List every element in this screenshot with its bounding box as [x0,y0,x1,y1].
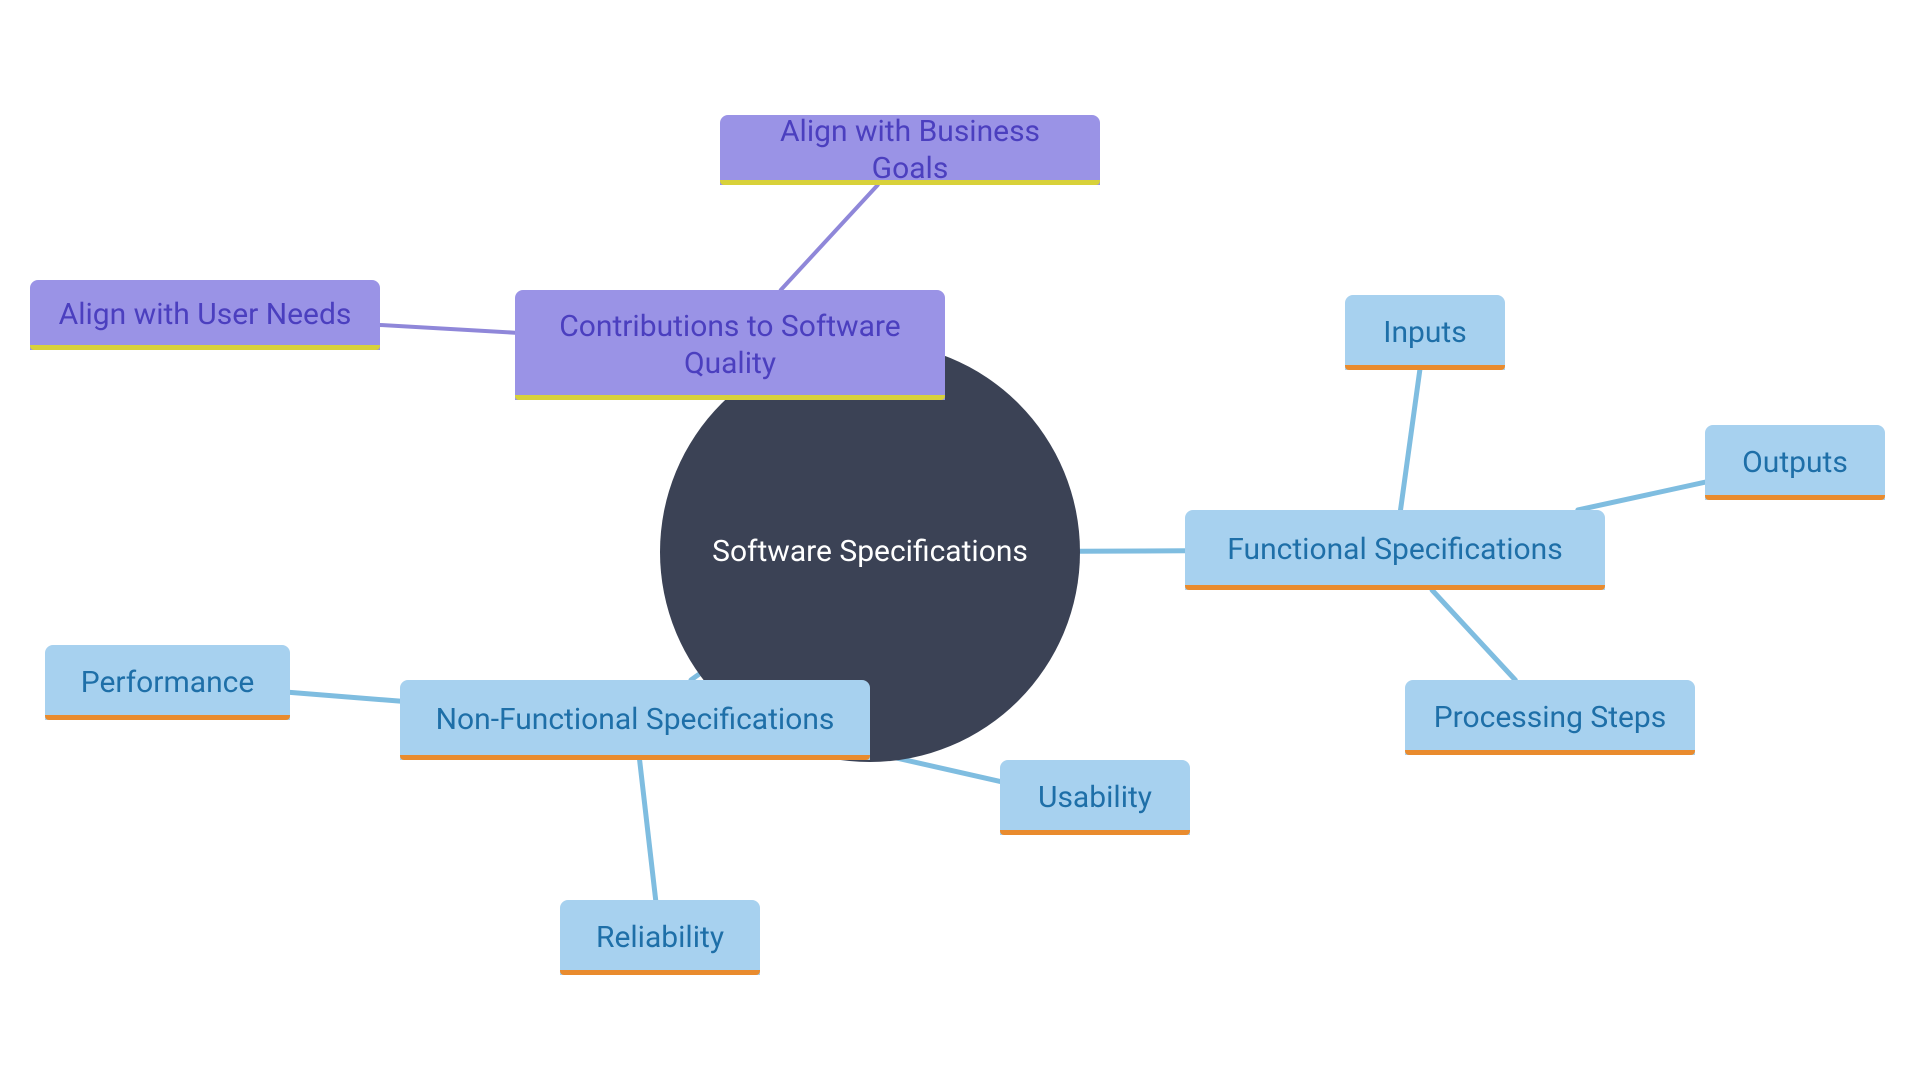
node-usab: Usability [1000,760,1190,835]
edge-func-inputs [1401,370,1420,510]
node-label-perf: Performance [81,664,255,702]
edge-nonfunc-reliab [640,760,656,900]
node-underline-contrib [515,395,945,400]
node-label-contrib: Contributions to Software Quality [559,308,900,383]
node-perf: Performance [45,645,290,720]
edge-func-outputs [1578,482,1705,510]
center-label: Software Specifications [712,533,1028,571]
node-underline-biz [720,180,1100,185]
node-proc: Processing Steps [1405,680,1695,755]
node-nonfunc: Non-Functional Specifications [400,680,870,760]
node-underline-func [1185,585,1605,590]
edge-contrib-biz [781,185,878,290]
node-label-usab: Usability [1038,779,1152,817]
node-inputs: Inputs [1345,295,1505,370]
node-label-func: Functional Specifications [1227,531,1562,569]
edge-func-proc [1432,590,1515,680]
node-label-user: Align with User Needs [59,296,352,334]
node-label-reliab: Reliability [596,919,724,957]
node-contrib: Contributions to Software Quality [515,290,945,400]
node-underline-nonfunc [400,755,870,760]
mindmap-canvas: Software Specifications Contributions to… [0,0,1920,1080]
node-label-biz: Align with Business Goals [738,113,1082,188]
node-label-outputs: Outputs [1742,444,1848,482]
node-func: Functional Specifications [1185,510,1605,590]
node-label-nonfunc: Non-Functional Specifications [436,701,835,739]
edge-nonfunc-perf [290,692,400,701]
node-underline-user [30,345,380,350]
node-underline-proc [1405,750,1695,755]
node-user: Align with User Needs [30,280,380,350]
edge-contrib-user [380,325,515,333]
node-label-inputs: Inputs [1383,314,1466,352]
node-underline-usab [1000,830,1190,835]
node-biz: Align with Business Goals [720,115,1100,185]
node-underline-perf [45,715,290,720]
node-outputs: Outputs [1705,425,1885,500]
node-label-proc: Processing Steps [1434,699,1667,737]
node-underline-reliab [560,970,760,975]
node-reliab: Reliability [560,900,760,975]
node-underline-inputs [1345,365,1505,370]
node-underline-outputs [1705,495,1885,500]
